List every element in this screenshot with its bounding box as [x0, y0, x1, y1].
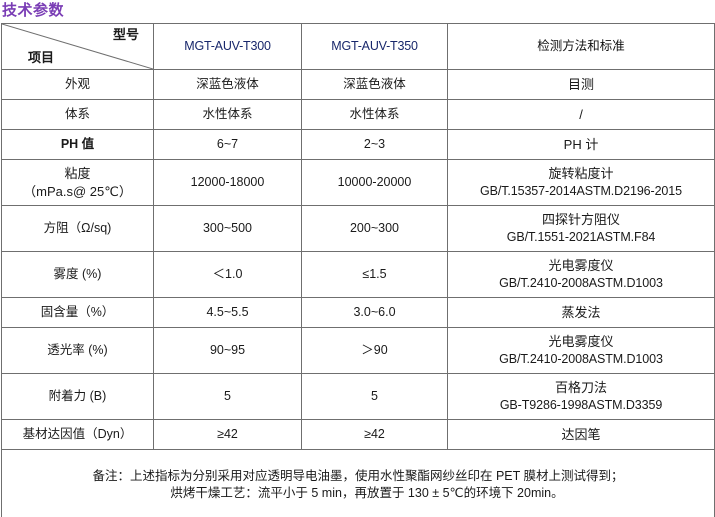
row-standard: 光电雾度仪 GB/T.2410-2008ASTM.D1003 — [447, 251, 715, 298]
footnote-line-1: 备注：上述指标为分别采用对应透明导电油墨，使用水性聚酯网纱丝印在 PET 膜材上… — [92, 468, 624, 483]
row-value-t350: 2~3 — [301, 129, 448, 160]
standard-code: GB/T.2410-2008ASTM.D1003 — [499, 351, 663, 366]
header-corner-cell: 型号 项目 — [1, 23, 154, 70]
row-item-label: 基材达因值（Dyn） — [1, 419, 154, 450]
row-item-label: 附着力 (B) — [1, 373, 154, 420]
standard-method: 蒸发法 — [561, 304, 601, 320]
row-value-t350: ≤1.5 — [301, 251, 448, 298]
column-header-standard: 检测方法和标准 — [447, 23, 715, 70]
table-row: 外观 深蓝色液体 深蓝色液体 目测 — [1, 69, 715, 100]
row-value-t350: 200~300 — [301, 205, 448, 252]
corner-model-label: 型号 — [112, 27, 139, 42]
row-item-label: 方阻（Ω/sq) — [1, 205, 154, 252]
row-standard: 百格刀法 GB-T9286-1998ASTM.D3359 — [447, 373, 715, 420]
row-standard: 达因笔 — [447, 419, 715, 450]
table-body: 型号 项目 MGT-AUV-T300 MGT-AUV-T350 检测方法和标准 … — [1, 23, 715, 517]
row-value-t300: 6~7 — [153, 129, 302, 160]
standard-method: 目测 — [567, 76, 594, 92]
footnote: 备注：上述指标为分别采用对应透明导电油墨，使用水性聚酯网纱丝印在 PET 膜材上… — [1, 449, 715, 517]
row-standard: / — [447, 99, 715, 130]
table-header-row: 型号 项目 MGT-AUV-T300 MGT-AUV-T350 检测方法和标准 — [1, 23, 715, 70]
row-value-t300: 90~95 — [153, 327, 302, 374]
row-standard: PH 计 — [447, 129, 715, 160]
table-row: 雾度 (%) ＜1.0 ≤1.5 光电雾度仪 GB/T.2410-2008AST… — [1, 251, 715, 298]
row-value-t300: 深蓝色液体 — [153, 69, 302, 100]
table-footnote-row: 备注：上述指标为分别采用对应透明导电油墨，使用水性聚酯网纱丝印在 PET 膜材上… — [1, 449, 715, 517]
technical-parameters-table: 型号 项目 MGT-AUV-T300 MGT-AUV-T350 检测方法和标准 … — [1, 23, 715, 517]
corner-item-label: 项目 — [28, 50, 55, 66]
row-standard: 旋转粘度计 GB/T.15357-2014ASTM.D2196-2015 — [447, 159, 715, 206]
table-row: PH 值 6~7 2~3 PH 计 — [1, 129, 715, 160]
row-item-label-line2: （mPa.s@ 25℃） — [23, 183, 132, 199]
table-row: 附着力 (B) 5 5 百格刀法 GB-T9286-1998ASTM.D3359 — [1, 373, 715, 420]
standard-method: 旋转粘度计 — [548, 166, 614, 182]
standard-method: 达因笔 — [561, 426, 601, 442]
row-value-t350: ＞90 — [301, 327, 448, 374]
row-value-t300: 12000-18000 — [153, 159, 302, 206]
row-item-label: 外观 — [1, 69, 154, 100]
table-row: 基材达因值（Dyn） ≥42 ≥42 达因笔 — [1, 419, 715, 450]
row-standard: 目测 — [447, 69, 715, 100]
row-value-t350: 深蓝色液体 — [301, 69, 448, 100]
column-header-t300: MGT-AUV-T300 — [153, 23, 302, 70]
column-header-t350: MGT-AUV-T350 — [301, 23, 448, 70]
row-value-t300: 300~500 — [153, 205, 302, 252]
standard-method: 四探针方阻仪 — [541, 212, 620, 228]
standard-method: PH 计 — [563, 136, 599, 152]
row-value-t300: ＜1.0 — [153, 251, 302, 298]
row-item-label: 透光率 (%) — [1, 327, 154, 374]
standard-method: / — [579, 106, 583, 122]
page-title: 技术参数 — [2, 2, 65, 19]
standard-method: 光电雾度仪 — [548, 334, 614, 350]
row-standard: 光电雾度仪 GB/T.2410-2008ASTM.D1003 — [447, 327, 715, 374]
row-standard: 四探针方阻仪 GB/T.1551-2021ASTM.F84 — [447, 205, 715, 252]
standard-method: 百格刀法 — [554, 380, 607, 396]
row-item-label: 雾度 (%) — [1, 251, 154, 298]
footnote-line-2: 烘烤干燥工艺：流平小于 5 min，再放置于 130 ± 5℃的环境下 20mi… — [170, 485, 564, 500]
row-item-label: PH 值 — [1, 129, 154, 160]
standard-code: GB-T9286-1998ASTM.D3359 — [499, 397, 663, 412]
standard-code: GB/T.1551-2021ASTM.F84 — [506, 229, 656, 244]
row-value-t350: 5 — [301, 373, 448, 420]
row-item-label: 固含量（%） — [1, 297, 154, 328]
table-row: 体系 水性体系 水性体系 / — [1, 99, 715, 130]
row-value-t300: ≥42 — [153, 419, 302, 450]
standard-code: GB/T.15357-2014ASTM.D2196-2015 — [480, 183, 682, 198]
standard-code: GB/T.2410-2008ASTM.D1003 — [499, 275, 663, 290]
row-value-t300: 水性体系 — [153, 99, 302, 130]
row-item-label: 体系 — [1, 99, 154, 130]
table-row: 固含量（%） 4.5~5.5 3.0~6.0 蒸发法 — [1, 297, 715, 328]
row-standard: 蒸发法 — [447, 297, 715, 328]
row-value-t350: ≥42 — [301, 419, 448, 450]
row-value-t300: 4.5~5.5 — [153, 297, 302, 328]
standard-method: 光电雾度仪 — [548, 258, 614, 274]
row-value-t350: 10000-20000 — [301, 159, 448, 206]
row-value-t300: 5 — [153, 373, 302, 420]
table-row: 方阻（Ω/sq) 300~500 200~300 四探针方阻仪 GB/T.155… — [1, 205, 715, 252]
row-item-label: 粘度 （mPa.s@ 25℃） — [1, 159, 154, 206]
diagonal-divider-icon — [2, 24, 153, 69]
row-item-label-line1: 粘度 — [64, 165, 91, 181]
table-row: 透光率 (%) 90~95 ＞90 光电雾度仪 GB/T.2410-2008AS… — [1, 327, 715, 374]
row-value-t350: 水性体系 — [301, 99, 448, 130]
table-row: 粘度 （mPa.s@ 25℃） 12000-18000 10000-20000 … — [1, 159, 715, 206]
row-value-t350: 3.0~6.0 — [301, 297, 448, 328]
